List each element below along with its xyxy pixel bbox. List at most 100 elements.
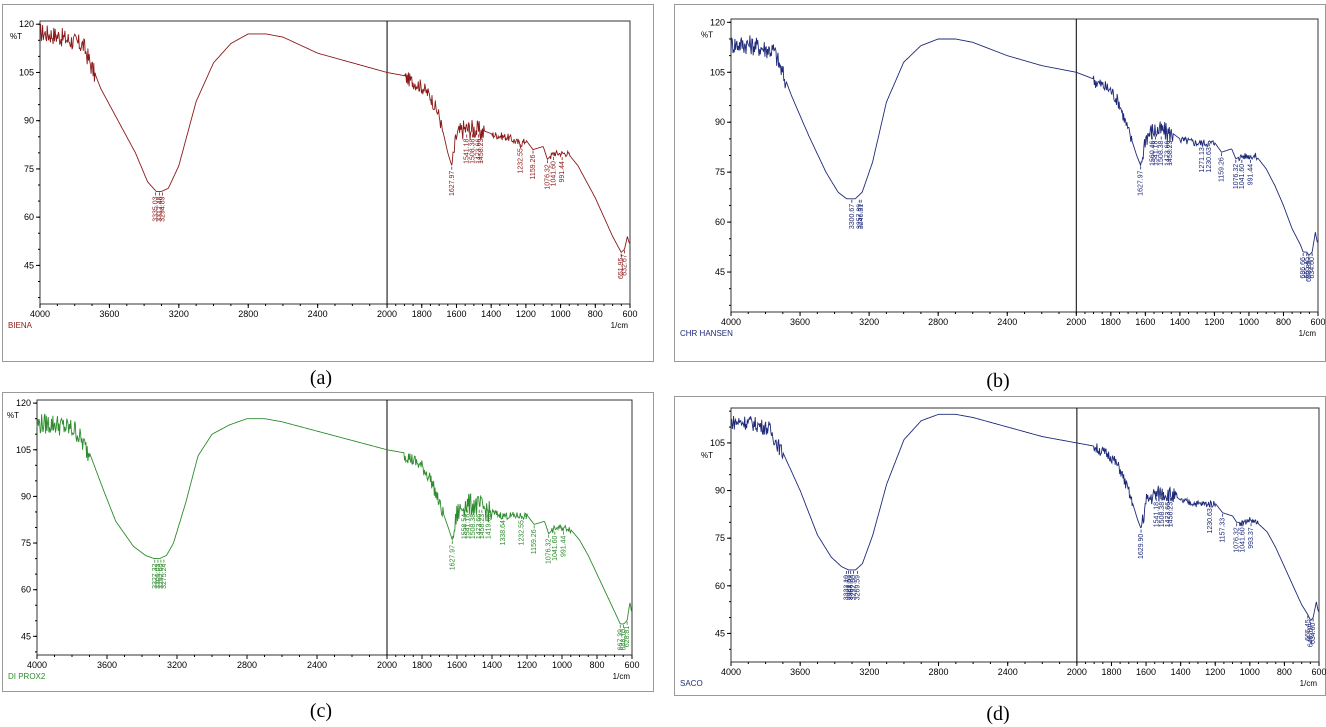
x-tick-label: 1400	[1171, 667, 1191, 677]
peak-label: 1473.66	[1165, 502, 1172, 527]
x-unit-label: 1/cm	[1300, 679, 1318, 688]
peak-label: 1458.23	[1168, 502, 1175, 527]
peak-label: 1508.38	[469, 138, 476, 163]
x-tick-label: 1600	[1135, 317, 1155, 327]
peak-label: 1473.66	[476, 138, 483, 163]
peak-label: 3335.03	[152, 196, 159, 221]
x-tick-label: 800	[589, 660, 604, 670]
peak-label: 1541.18	[1153, 502, 1160, 527]
peak-label: 1558.54	[461, 514, 468, 539]
x-tick-label: 1400	[1170, 317, 1190, 327]
peak-label: 3275.24	[161, 563, 168, 588]
peak-label: 1232.55	[517, 148, 524, 173]
peak-label: 1159.26	[530, 155, 537, 180]
y-tick-label: 105	[16, 445, 31, 455]
peak-label: 991.44	[561, 536, 568, 558]
ir-chart-c: 4000 3600 3200 2800 2400 2000 1800 1600 1400 1200…	[2, 392, 654, 692]
peak-label: 1230.63	[1207, 508, 1214, 533]
x-tick-label: 2800	[928, 317, 948, 327]
peak-label: 1076.32	[546, 539, 553, 564]
x-tick-label: 1800	[1101, 667, 1121, 677]
peak-label: 1627.97	[1138, 170, 1145, 195]
x-tick-label: 1800	[1101, 317, 1121, 327]
x-tick-label: 3600	[790, 317, 810, 327]
x-tick-label: 2800	[237, 660, 257, 670]
peak-label: 1076.32	[544, 164, 551, 189]
x-tick-label: 600	[622, 309, 637, 319]
y-tick-label: 60	[24, 212, 34, 222]
peak-label: 1338.64	[500, 520, 507, 545]
spectrum-line	[36, 413, 633, 625]
x-tick-label: 2000	[1067, 667, 1087, 677]
peak-label: 1541.18	[464, 514, 471, 539]
peak-label: 653.89	[1306, 260, 1313, 282]
caption-c: (c)	[309, 700, 333, 722]
x-tick-label: 1400	[481, 309, 501, 319]
y-unit-label: %T	[701, 30, 713, 39]
x-tick-label: 4000	[721, 667, 741, 677]
peak-label: 665.45	[1305, 619, 1312, 641]
x-tick-label: 3200	[859, 317, 879, 327]
peak-label: 3327.32	[152, 563, 159, 588]
peak-label: 1076.32	[1233, 164, 1240, 189]
peak-label: 1473.66	[476, 514, 483, 539]
y-tick-label: 45	[24, 260, 34, 270]
peak-label: 1541.18	[464, 138, 471, 163]
peak-label: 1541.18	[1153, 140, 1160, 165]
x-unit-label: 1/cm	[1299, 329, 1317, 338]
peak-label: 665.45	[1304, 257, 1311, 279]
y-tick-label: 45	[21, 631, 31, 641]
peak-label: 993.37	[1248, 527, 1255, 549]
caption-d: (d)	[986, 703, 1010, 725]
y-unit-label: %T	[7, 411, 19, 420]
x-tick-label: 2000	[377, 660, 397, 670]
peak-label: 3257.89	[856, 204, 863, 229]
x-tick-label: 1800	[412, 309, 432, 319]
sample-name-label: DI PROX2	[8, 672, 46, 681]
peak-label: 1560.46	[1149, 140, 1156, 165]
y-tick-label: 90	[24, 116, 34, 126]
y-tick-label: 60	[21, 585, 31, 595]
plot-area	[730, 18, 1319, 313]
ir-chart-a: 4000 3600 3200 2800 2400 2000 1800 1600 1400 1200…	[2, 4, 654, 362]
peak-label: 1629.90	[1138, 534, 1145, 559]
x-unit-label: 1/cm	[611, 321, 629, 330]
peak-label: 1508.38	[470, 514, 477, 539]
peak-label: 3309.03	[155, 563, 162, 588]
peak-label: 648.10	[1308, 626, 1315, 648]
x-tick-label: 2000	[377, 309, 397, 319]
x-tick-label: 1200	[517, 660, 537, 670]
plot-area	[39, 20, 631, 305]
peak-label: 628.81	[624, 626, 631, 648]
peak-label: 3292.60	[158, 563, 165, 588]
peak-label: 1627.97	[449, 171, 456, 196]
peak-label: 1232.55	[518, 520, 525, 545]
peak-label: 651.95	[618, 257, 625, 279]
ir-chart-d: 4000 3600 3200 2800 2400 2000 1800 1600 1400 1200…	[674, 396, 1326, 696]
x-tick-label: 800	[1277, 667, 1292, 677]
peak-label: 1508.38	[1159, 502, 1166, 527]
y-tick-label: 105	[710, 438, 725, 448]
x-tick-label: 3200	[167, 660, 187, 670]
peak-label: 991.44	[1247, 164, 1254, 186]
x-tick-label: 1600	[1136, 667, 1156, 677]
peak-label: 667.39	[617, 629, 624, 651]
x-tick-label: 600	[1310, 317, 1325, 327]
peak-label: 1041.60	[1239, 164, 1246, 189]
x-unit-label: 1/cm	[613, 672, 631, 681]
peak-label: 3269.59	[854, 575, 861, 600]
spectrum-panel-b: 4000 3600 3200 2800 2400 2000 1800 1600 1400 1200…	[674, 4, 1326, 362]
x-tick-label: 800	[588, 309, 603, 319]
peak-label: 3312.48	[156, 196, 163, 221]
peak-label: 1159.26	[1218, 157, 1225, 182]
x-tick-label: 1400	[482, 660, 502, 670]
peak-label: 686.66	[1300, 257, 1307, 279]
x-tick-label: 1600	[447, 660, 467, 670]
x-tick-label: 4000	[721, 317, 741, 327]
y-tick-label: 60	[715, 581, 725, 591]
y-tick-label: 120	[710, 17, 725, 27]
peak-label: 1271.13	[1199, 147, 1206, 172]
x-tick-label: 3600	[99, 309, 119, 319]
y-tick-label: 45	[715, 628, 725, 638]
peak-label: 3321.53	[845, 575, 852, 600]
